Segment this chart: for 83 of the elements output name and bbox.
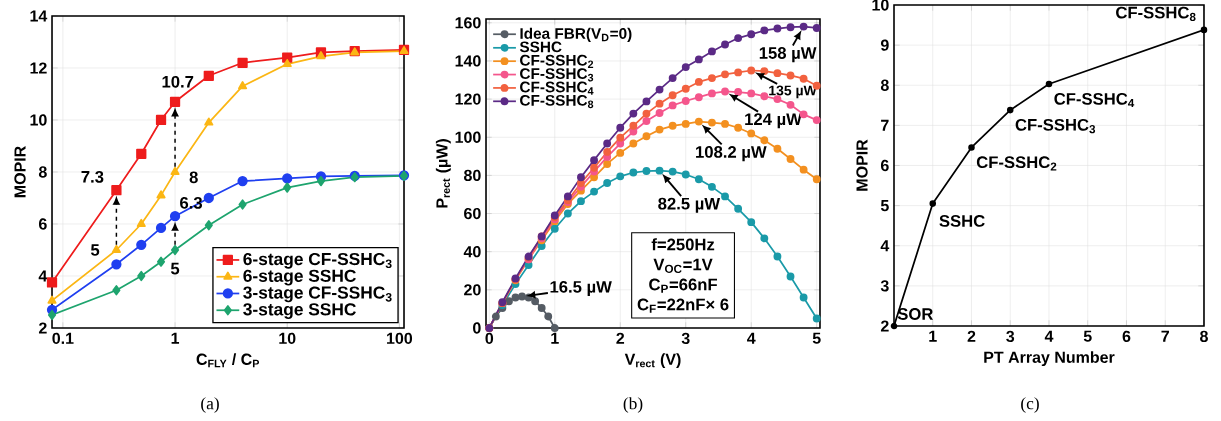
- annotation: 8: [189, 171, 198, 184]
- x-tick-label: 10: [279, 332, 296, 345]
- y-tick-label: 5: [880, 200, 889, 212]
- y-tick-label: 9: [880, 39, 889, 51]
- annotation: 16.5 µW: [550, 280, 612, 297]
- x-axis-title: C$_{FLY}$ / C$_{P}$: [196, 353, 260, 368]
- annotation: V$_{OC}$=1V: [653, 258, 713, 273]
- y-tick-label: 3: [880, 280, 889, 292]
- x-axis-title: V$_{rect}$ (V): [624, 353, 681, 369]
- x-tick-label: 2: [967, 330, 976, 342]
- x-tick-label: 1: [171, 332, 180, 344]
- legend-label: 3-stage CF-SSHC$_{3}$: [243, 286, 392, 303]
- annotation: 5: [170, 262, 180, 275]
- annotation: 5: [90, 244, 100, 256]
- annotation: C$_{P}$=66nF: [649, 278, 718, 293]
- x-tick-label: 5: [1083, 330, 1092, 342]
- y-tick-label: 80: [464, 169, 481, 182]
- annotation: 124 µW: [745, 113, 802, 129]
- y-tick-label: 2: [38, 322, 47, 334]
- x-tick-label: 100: [387, 332, 413, 345]
- annotation: 6.3: [180, 196, 203, 209]
- y-tick-label: 12: [30, 62, 47, 74]
- legend-label: SSHC: [519, 41, 562, 53]
- y-tick-label: 40: [463, 246, 481, 258]
- annotation: C$_{F}$=22nF× 6: [637, 298, 729, 313]
- legend-label: 6-stage SSHC: [243, 269, 356, 286]
- x-tick-label: 4: [1044, 330, 1054, 342]
- y-tick-label: 0: [473, 322, 481, 334]
- x-tick-label: 6: [1122, 330, 1131, 343]
- legend-label: CF-SSHC$_{3}$: [520, 68, 594, 82]
- y-tick-label: 120: [455, 93, 481, 105]
- x-tick-label: 3: [1006, 330, 1015, 343]
- y-axis-title: MOPIR: [856, 139, 868, 191]
- x-tick-label: 8: [1200, 330, 1208, 343]
- x-axis-title: PT Array Number: [984, 351, 1115, 367]
- y-tick-label: 14: [30, 10, 48, 22]
- annotation: 82.5 µW: [658, 197, 721, 213]
- annotation: CF-SSHC$_{3}$: [1015, 118, 1096, 134]
- x-tick-label: 2: [616, 332, 625, 344]
- x-tick-label: 0: [485, 332, 494, 345]
- y-tick-label: 6: [880, 159, 889, 172]
- annotation: 158 µW: [759, 47, 817, 63]
- annotation: SOR: [897, 308, 934, 320]
- y-tick-label: 6: [39, 218, 47, 230]
- legend-label: CF-SSHC$_{4}$: [520, 81, 594, 95]
- text: (a): [201, 397, 219, 413]
- y-axis-title: P$_{rect}$ (µW): [435, 139, 451, 208]
- x-tick-label: 5: [812, 332, 821, 344]
- text: (b): [623, 397, 643, 413]
- y-tick-label: 160: [455, 17, 481, 29]
- annotation: CF-SSHC$_{4}$: [1054, 92, 1135, 108]
- y-tick-label: 4: [38, 270, 48, 282]
- legend-label: CF-SSHC$_{8}$: [520, 94, 594, 109]
- y-tick-label: 2: [880, 320, 889, 332]
- y-tick-label: 4: [880, 240, 890, 252]
- text: (c): [1021, 397, 1039, 413]
- annotation: CF-SSHC$_{2}$: [976, 156, 1057, 171]
- legend-label: CF-SSHC$_{2}$: [520, 54, 594, 68]
- y-tick-label: 10: [30, 114, 47, 126]
- x-tick-label: 1: [551, 332, 559, 344]
- y-axis-title: MOPIR: [14, 146, 26, 198]
- annotation: 10.7: [162, 75, 194, 88]
- x-tick-label: 0.1: [52, 332, 74, 345]
- y-tick-label: 140: [455, 55, 481, 67]
- y-tick-label: 8: [38, 166, 47, 178]
- x-tick-label: 3: [681, 332, 690, 345]
- x-tick-label: 7: [1161, 330, 1169, 342]
- annotation: 7.3: [81, 170, 104, 183]
- annotation: SSHC: [939, 215, 985, 227]
- legend-label: 3-stage SSHC: [243, 303, 356, 319]
- legend-label: 6-stage CF-SSHC$_{3}$: [243, 252, 392, 269]
- x-tick-label: 1: [929, 330, 937, 342]
- annotation: f=250Hz: [651, 238, 715, 251]
- annotation: CF-SSHC$_{8}$: [1116, 6, 1196, 22]
- y-tick-label: 100: [455, 131, 481, 143]
- y-tick-label: 20: [464, 284, 481, 296]
- annotation: 108.2 µW: [696, 146, 767, 162]
- y-tick-label: 8: [880, 79, 889, 91]
- y-tick-label: 60: [464, 207, 481, 220]
- x-tick-label: 4: [747, 332, 756, 344]
- y-tick-label: 7: [881, 119, 889, 131]
- legend-label: Idea FBR(V$_{D}$=0): [520, 27, 632, 42]
- y-tick-label: 10: [872, 0, 889, 11]
